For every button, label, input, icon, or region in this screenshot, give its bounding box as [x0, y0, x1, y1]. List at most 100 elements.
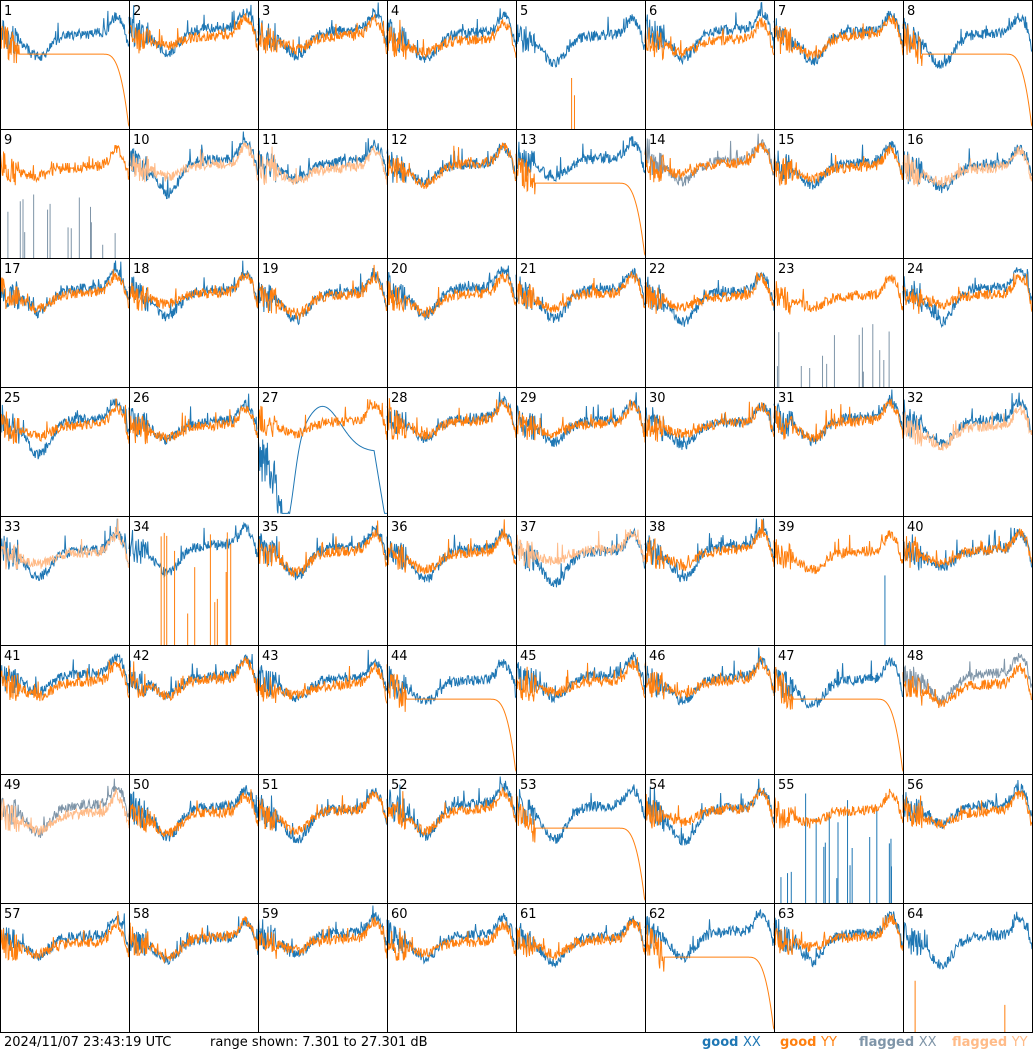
- panel-border: [129, 387, 259, 517]
- panel-number: 58: [133, 907, 150, 922]
- panel-32: 32: [903, 388, 1033, 517]
- panel-62: 62: [645, 904, 775, 1033]
- flagged-yy-line: [129, 143, 258, 183]
- panel-43: 43: [258, 646, 388, 775]
- panel-15: 15: [774, 130, 904, 259]
- xx-line: [645, 519, 774, 582]
- panel-26: 26: [129, 388, 259, 517]
- panel-border: [516, 258, 646, 388]
- panel-17: 17: [0, 259, 130, 388]
- panel-border: [0, 0, 130, 130]
- panel-number: 18: [133, 262, 150, 277]
- panel-61: 61: [516, 904, 646, 1033]
- panel-24: 24: [903, 259, 1033, 388]
- flagged-xx-spikes: [8, 194, 115, 258]
- panel-number: 27: [262, 391, 279, 406]
- yy-line: [774, 275, 903, 315]
- panel-border: [903, 129, 1033, 259]
- panel-45: 45: [516, 646, 646, 775]
- panel-border: [258, 258, 388, 388]
- yy-line: [645, 272, 774, 314]
- xx-line: [903, 393, 1032, 449]
- panel-54: 54: [645, 775, 775, 904]
- panel-number: 44: [391, 649, 408, 664]
- panel-47: 47: [774, 646, 904, 775]
- panel-number: 39: [778, 520, 795, 535]
- yy-line: [129, 13, 258, 53]
- yy-line: [129, 916, 258, 962]
- panel-number: 50: [133, 778, 150, 793]
- panel-border: [387, 903, 517, 1033]
- panel-12: 12: [387, 130, 517, 259]
- yy-line: [387, 519, 516, 574]
- xx-line: [129, 523, 258, 577]
- flagged-yy-line: [903, 406, 1032, 451]
- panel-40: 40: [903, 517, 1033, 646]
- yy-line: [387, 921, 516, 960]
- panel-number: 4: [391, 4, 399, 19]
- panel-8: 8: [903, 0, 1033, 130]
- panel-number: 31: [778, 391, 795, 406]
- panel-number: 20: [391, 262, 408, 277]
- yy-line: [387, 788, 516, 836]
- panel-number: 42: [133, 649, 150, 664]
- yy-line: [774, 399, 903, 442]
- panel-31: 31: [774, 388, 904, 517]
- xx-line: [516, 136, 645, 181]
- panel-number: 2: [133, 4, 141, 19]
- panel-21: 21: [516, 259, 646, 388]
- panel-border: [903, 516, 1033, 646]
- panel-number: 19: [262, 262, 279, 277]
- panel-34: 34: [129, 517, 259, 646]
- yy-line: [258, 917, 387, 959]
- panel-number: 63: [778, 907, 795, 922]
- panel-border: [0, 774, 130, 904]
- panel-60: 60: [387, 904, 517, 1033]
- panel-number: 25: [4, 391, 21, 406]
- panel-58: 58: [129, 904, 259, 1033]
- yy-line: [258, 791, 387, 834]
- panel-number: 43: [262, 649, 279, 664]
- panel-border: [129, 774, 259, 904]
- xx-line: [516, 916, 645, 967]
- legend-flagged-xx-word: flagged: [859, 1035, 915, 1050]
- yy-line: [129, 657, 258, 700]
- panel-number: 36: [391, 520, 408, 535]
- legend-flagged-yy: flagged YY: [952, 1035, 1028, 1050]
- yy-line: [903, 790, 1032, 828]
- panel-1: 1: [0, 0, 130, 130]
- panel-border: [774, 516, 904, 646]
- panel-number: 14: [649, 133, 666, 148]
- panel-number: 37: [520, 520, 537, 535]
- yy-line: [645, 18, 774, 59]
- legend-flagged-xx: flagged XX: [859, 1035, 937, 1050]
- panel-16: 16: [903, 130, 1033, 259]
- panel-19: 19: [258, 259, 388, 388]
- panel-42: 42: [129, 646, 259, 775]
- panel-33: 33: [0, 517, 130, 646]
- yy-line: [645, 656, 774, 699]
- panel-23: 23: [774, 259, 904, 388]
- panel-number: 54: [649, 778, 666, 793]
- yy-line: [516, 794, 645, 900]
- panel-63: 63: [774, 904, 904, 1033]
- yy-line: [774, 914, 903, 955]
- panel-number: 64: [907, 907, 924, 922]
- panel-46: 46: [645, 646, 775, 775]
- yy-line: [516, 657, 645, 701]
- yy-line: [129, 789, 258, 837]
- panel-number: 38: [649, 520, 666, 535]
- yy-line: [258, 14, 387, 54]
- panel-38: 38: [645, 517, 775, 646]
- yy-line: [258, 521, 387, 577]
- xx-line: [0, 654, 129, 697]
- panel-border: [258, 774, 388, 904]
- yy-line: [903, 24, 1032, 127]
- panel-number: 40: [907, 520, 924, 535]
- panel-20: 20: [387, 259, 517, 388]
- yy-spikes: [915, 981, 1005, 1032]
- legend-good-xx-word: good: [702, 1035, 739, 1050]
- panel-border: [774, 645, 904, 775]
- range-label: range shown: 7.301 to 27.301 dB: [210, 1035, 428, 1050]
